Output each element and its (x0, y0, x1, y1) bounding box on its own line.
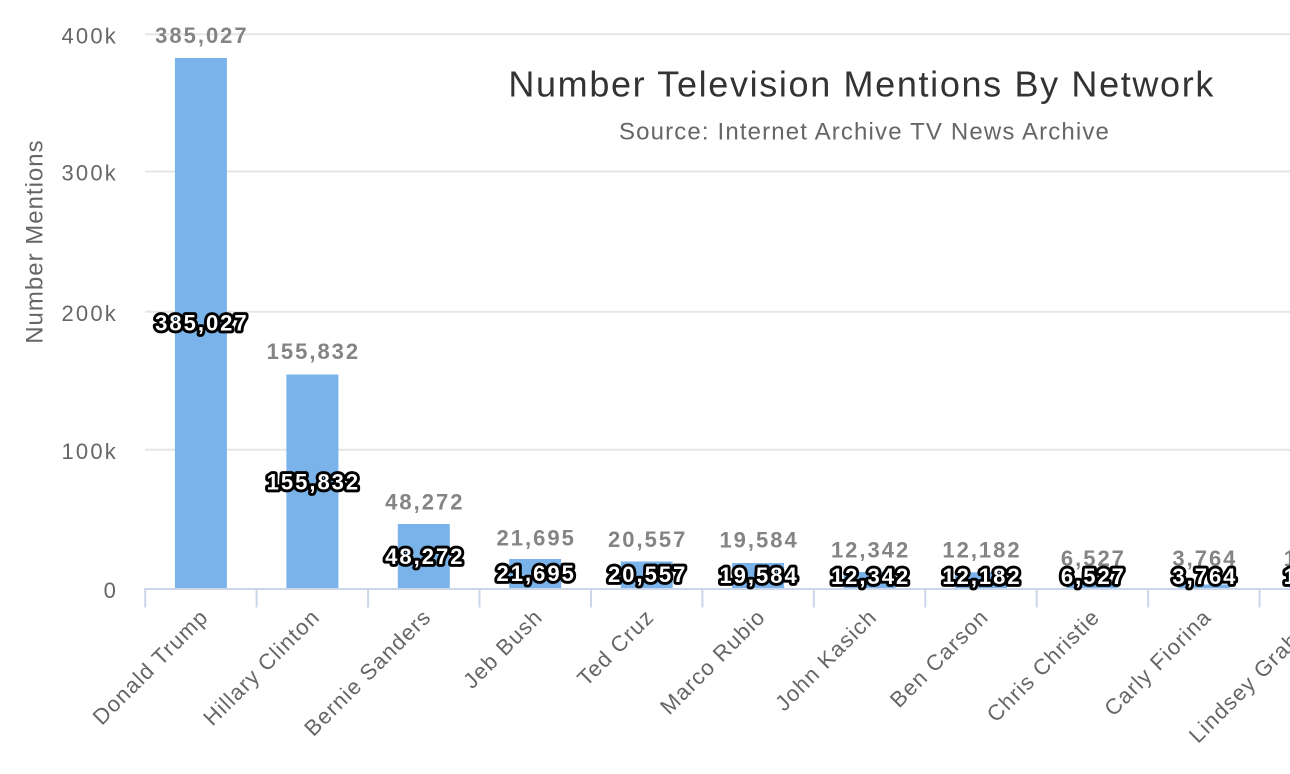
svg-text:21,695: 21,695 (497, 526, 576, 551)
svg-text:Number Television Mentions By: Number Television Mentions By Network (508, 64, 1215, 105)
svg-text:19,584: 19,584 (719, 563, 798, 588)
svg-text:21,695: 21,695 (497, 561, 576, 586)
svg-text:48,272: 48,272 (385, 490, 464, 515)
svg-text:1,385: 1,385 (1284, 564, 1290, 589)
svg-text:48,272: 48,272 (385, 544, 464, 569)
svg-text:Number Mentions: Number Mentions (22, 139, 49, 343)
svg-text:12,182: 12,182 (942, 538, 1021, 563)
svg-text:400k: 400k (61, 23, 118, 48)
svg-text:200k: 200k (61, 301, 118, 326)
svg-text:20,557: 20,557 (608, 562, 687, 587)
svg-text:3,764: 3,764 (1172, 546, 1237, 571)
svg-text:1,385: 1,385 (1284, 546, 1290, 571)
svg-text:20,557: 20,557 (608, 527, 687, 552)
svg-text:155,832: 155,832 (267, 470, 361, 495)
svg-text:155,832: 155,832 (267, 339, 361, 364)
svg-text:Source: Internet Archive TV Ne: Source: Internet Archive TV News Archive (619, 119, 1110, 146)
svg-text:6,527: 6,527 (1061, 564, 1126, 589)
svg-text:385,027: 385,027 (155, 23, 249, 48)
svg-text:3,764: 3,764 (1172, 564, 1237, 589)
svg-text:385,027: 385,027 (155, 311, 249, 336)
svg-text:12,182: 12,182 (942, 564, 1021, 589)
svg-text:100k: 100k (61, 439, 118, 464)
svg-text:6,527: 6,527 (1061, 546, 1126, 571)
svg-text:12,342: 12,342 (831, 564, 910, 589)
svg-text:12,342: 12,342 (831, 538, 910, 563)
svg-text:0: 0 (104, 578, 118, 603)
svg-text:19,584: 19,584 (719, 528, 798, 553)
svg-text:300k: 300k (61, 160, 118, 185)
